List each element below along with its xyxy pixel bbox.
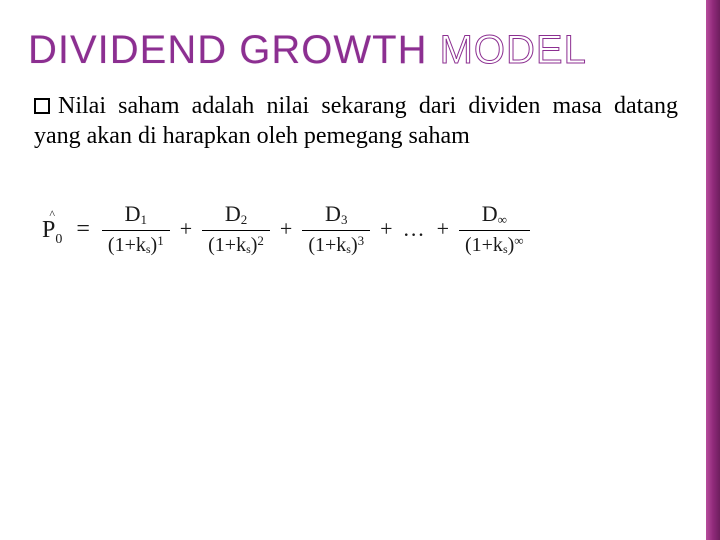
title-word-1: DIVIDEND <box>28 28 227 72</box>
slide-title: DIVIDEND GROWTH MODEL <box>0 0 720 73</box>
formula-term-1: D1 (1+ks)1 <box>102 201 170 257</box>
term2-denominator: (1+ks)2 <box>202 230 270 257</box>
equals-sign: = <box>76 216 90 243</box>
plus-3: + <box>380 216 392 242</box>
title-word-3: MODEL <box>440 28 587 72</box>
side-accent-bar <box>706 0 720 540</box>
term-last-denominator: (1+ks)∞ <box>459 230 530 257</box>
title-word-2: GROWTH <box>239 28 427 72</box>
body-paragraph: Nilai saham adalah nilai sekarang dari d… <box>0 73 720 151</box>
term2-numerator: D2 <box>219 201 253 230</box>
plus-1: + <box>180 216 192 242</box>
term1-numerator: D1 <box>119 201 153 230</box>
formula-term-last: D∞ (1+ks)∞ <box>459 201 530 257</box>
term3-numerator: D3 <box>319 201 353 230</box>
formula-term-3: D3 (1+ks)3 <box>302 201 370 257</box>
body-text-content: Nilai saham adalah nilai sekarang dari d… <box>34 93 678 149</box>
formula-lhs: ^ P0 <box>42 211 62 248</box>
dividend-formula: ^ P0 = D1 (1+ks)1 + D2 (1+ks)2 + D3 (1+k… <box>0 151 720 257</box>
ellipsis: … <box>403 216 427 242</box>
plus-2: + <box>280 216 292 242</box>
term1-denominator: (1+ks)1 <box>102 230 170 257</box>
plus-4: + <box>437 216 449 242</box>
term-last-numerator: D∞ <box>476 201 513 230</box>
term3-denominator: (1+ks)3 <box>302 230 370 257</box>
formula-term-2: D2 (1+ks)2 <box>202 201 270 257</box>
p0-symbol: P0 <box>42 217 62 248</box>
square-bullet-icon <box>34 98 50 114</box>
